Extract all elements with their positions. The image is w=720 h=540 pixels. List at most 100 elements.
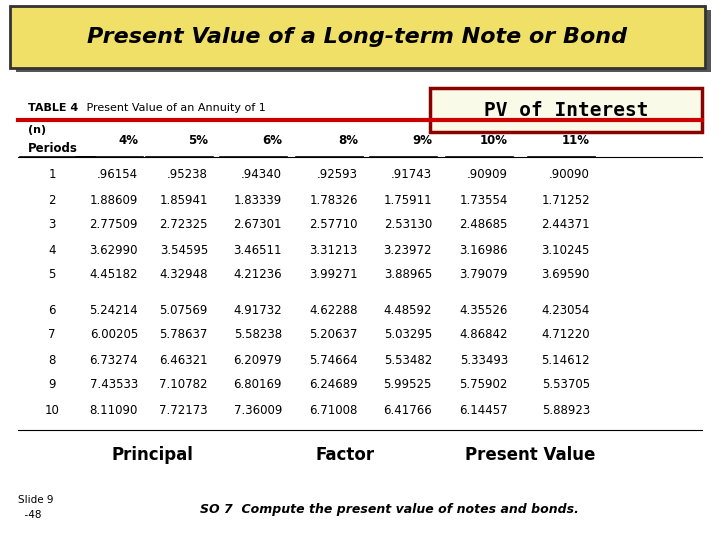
Text: Present Value: Present Value [465,446,595,464]
Text: 6.00205: 6.00205 [90,328,138,341]
Text: 2.72325: 2.72325 [160,219,208,232]
Text: 7.72173: 7.72173 [159,403,208,416]
Text: Factor: Factor [315,446,374,464]
Text: 3.10245: 3.10245 [541,244,590,256]
Text: Principal: Principal [111,446,193,464]
Text: 7.10782: 7.10782 [160,379,208,392]
Text: 1.85941: 1.85941 [160,193,208,206]
Text: 4.48592: 4.48592 [384,303,432,316]
Text: 4.91732: 4.91732 [233,303,282,316]
Text: 4.32948: 4.32948 [160,268,208,281]
Text: 3.79079: 3.79079 [459,268,508,281]
Text: 6.20979: 6.20979 [233,354,282,367]
Text: 6.46321: 6.46321 [159,354,208,367]
Text: 5: 5 [48,268,55,281]
Text: 1.78326: 1.78326 [310,193,358,206]
Text: 3.88965: 3.88965 [384,268,432,281]
Text: 5.24214: 5.24214 [89,303,138,316]
Text: -48: -48 [18,510,42,520]
Text: 11%: 11% [562,133,590,146]
Text: 3.16986: 3.16986 [459,244,508,256]
Text: 5.07569: 5.07569 [160,303,208,316]
Bar [430,88,702,132]
Text: 8%: 8% [338,133,358,146]
Text: 5.20637: 5.20637 [310,328,358,341]
Text: 2.57710: 2.57710 [310,219,358,232]
Text: 2.67301: 2.67301 [233,219,282,232]
Text: Present Value of an Annuity of 1: Present Value of an Annuity of 1 [76,103,266,113]
Text: 5.58238: 5.58238 [234,328,282,341]
Text: 4.62288: 4.62288 [310,303,358,316]
Text: (n): (n) [28,125,46,135]
Text: 3.31213: 3.31213 [310,244,358,256]
Text: 9: 9 [48,379,55,392]
Text: 3.62990: 3.62990 [89,244,138,256]
Text: 1.88609: 1.88609 [89,193,138,206]
Text: TABLE 4: TABLE 4 [28,103,78,113]
Text: 4.45182: 4.45182 [89,268,138,281]
Text: .95238: .95238 [167,168,208,181]
Text: 5.53482: 5.53482 [384,354,432,367]
Text: 2.53130: 2.53130 [384,219,432,232]
Text: 2.44371: 2.44371 [541,219,590,232]
Text: PV of Interest: PV of Interest [484,100,648,119]
Text: 5.99525: 5.99525 [384,379,432,392]
Text: 3: 3 [48,219,55,232]
Text: 7.43533: 7.43533 [90,379,138,392]
Text: 5.75902: 5.75902 [459,379,508,392]
Text: 10%: 10% [480,133,508,146]
Text: 3.99271: 3.99271 [310,268,358,281]
Text: 7.36009: 7.36009 [233,403,282,416]
Text: .90090: .90090 [549,168,590,181]
Text: 5%: 5% [188,133,208,146]
Text: 4%: 4% [118,133,138,146]
Text: 4.35526: 4.35526 [459,303,508,316]
Text: Periods: Periods [28,141,78,154]
Text: Present Value of a Long-term Note or Bond: Present Value of a Long-term Note or Bon… [87,27,627,47]
Text: 6.80169: 6.80169 [233,379,282,392]
Bar [16,10,711,72]
Text: 10: 10 [45,403,60,416]
Text: 9%: 9% [412,133,432,146]
Text: 4.21236: 4.21236 [233,268,282,281]
Text: .96154: .96154 [97,168,138,181]
Text: 3.54595: 3.54595 [160,244,208,256]
Text: 7: 7 [48,328,55,341]
Text: 5.53705: 5.53705 [542,379,590,392]
Bar [10,6,705,68]
Text: .91743: .91743 [391,168,432,181]
Text: .92593: .92593 [317,168,358,181]
Text: 8: 8 [48,354,55,367]
Text: 5.03295: 5.03295 [384,328,432,341]
Text: 1: 1 [48,168,55,181]
Text: 6.73274: 6.73274 [89,354,138,367]
Text: 3.46511: 3.46511 [233,244,282,256]
Text: 1.75911: 1.75911 [383,193,432,206]
Text: .90909: .90909 [467,168,508,181]
Text: 5.74664: 5.74664 [310,354,358,367]
Text: 4.23054: 4.23054 [541,303,590,316]
Text: 4: 4 [48,244,55,256]
Text: 8.11090: 8.11090 [89,403,138,416]
Text: 6: 6 [48,303,55,316]
Text: 5.88923: 5.88923 [541,403,590,416]
Text: 5.33493: 5.33493 [460,354,508,367]
Text: 6.71008: 6.71008 [310,403,358,416]
Text: Slide 9: Slide 9 [18,495,53,505]
Text: 3.23972: 3.23972 [384,244,432,256]
Text: 1.73554: 1.73554 [459,193,508,206]
Text: 6%: 6% [262,133,282,146]
Text: 4.86842: 4.86842 [459,328,508,341]
Text: 5.78637: 5.78637 [160,328,208,341]
Text: SO 7  Compute the present value of notes and bonds.: SO 7 Compute the present value of notes … [200,503,579,516]
Text: 6.24689: 6.24689 [310,379,358,392]
Text: 1.71252: 1.71252 [541,193,590,206]
Text: 6.14457: 6.14457 [459,403,508,416]
Text: 4.71220: 4.71220 [541,328,590,341]
Text: 2: 2 [48,193,55,206]
Text: 5.14612: 5.14612 [541,354,590,367]
Text: 6.41766: 6.41766 [383,403,432,416]
Text: 2.48685: 2.48685 [459,219,508,232]
Text: 3.69590: 3.69590 [541,268,590,281]
Text: .94340: .94340 [241,168,282,181]
